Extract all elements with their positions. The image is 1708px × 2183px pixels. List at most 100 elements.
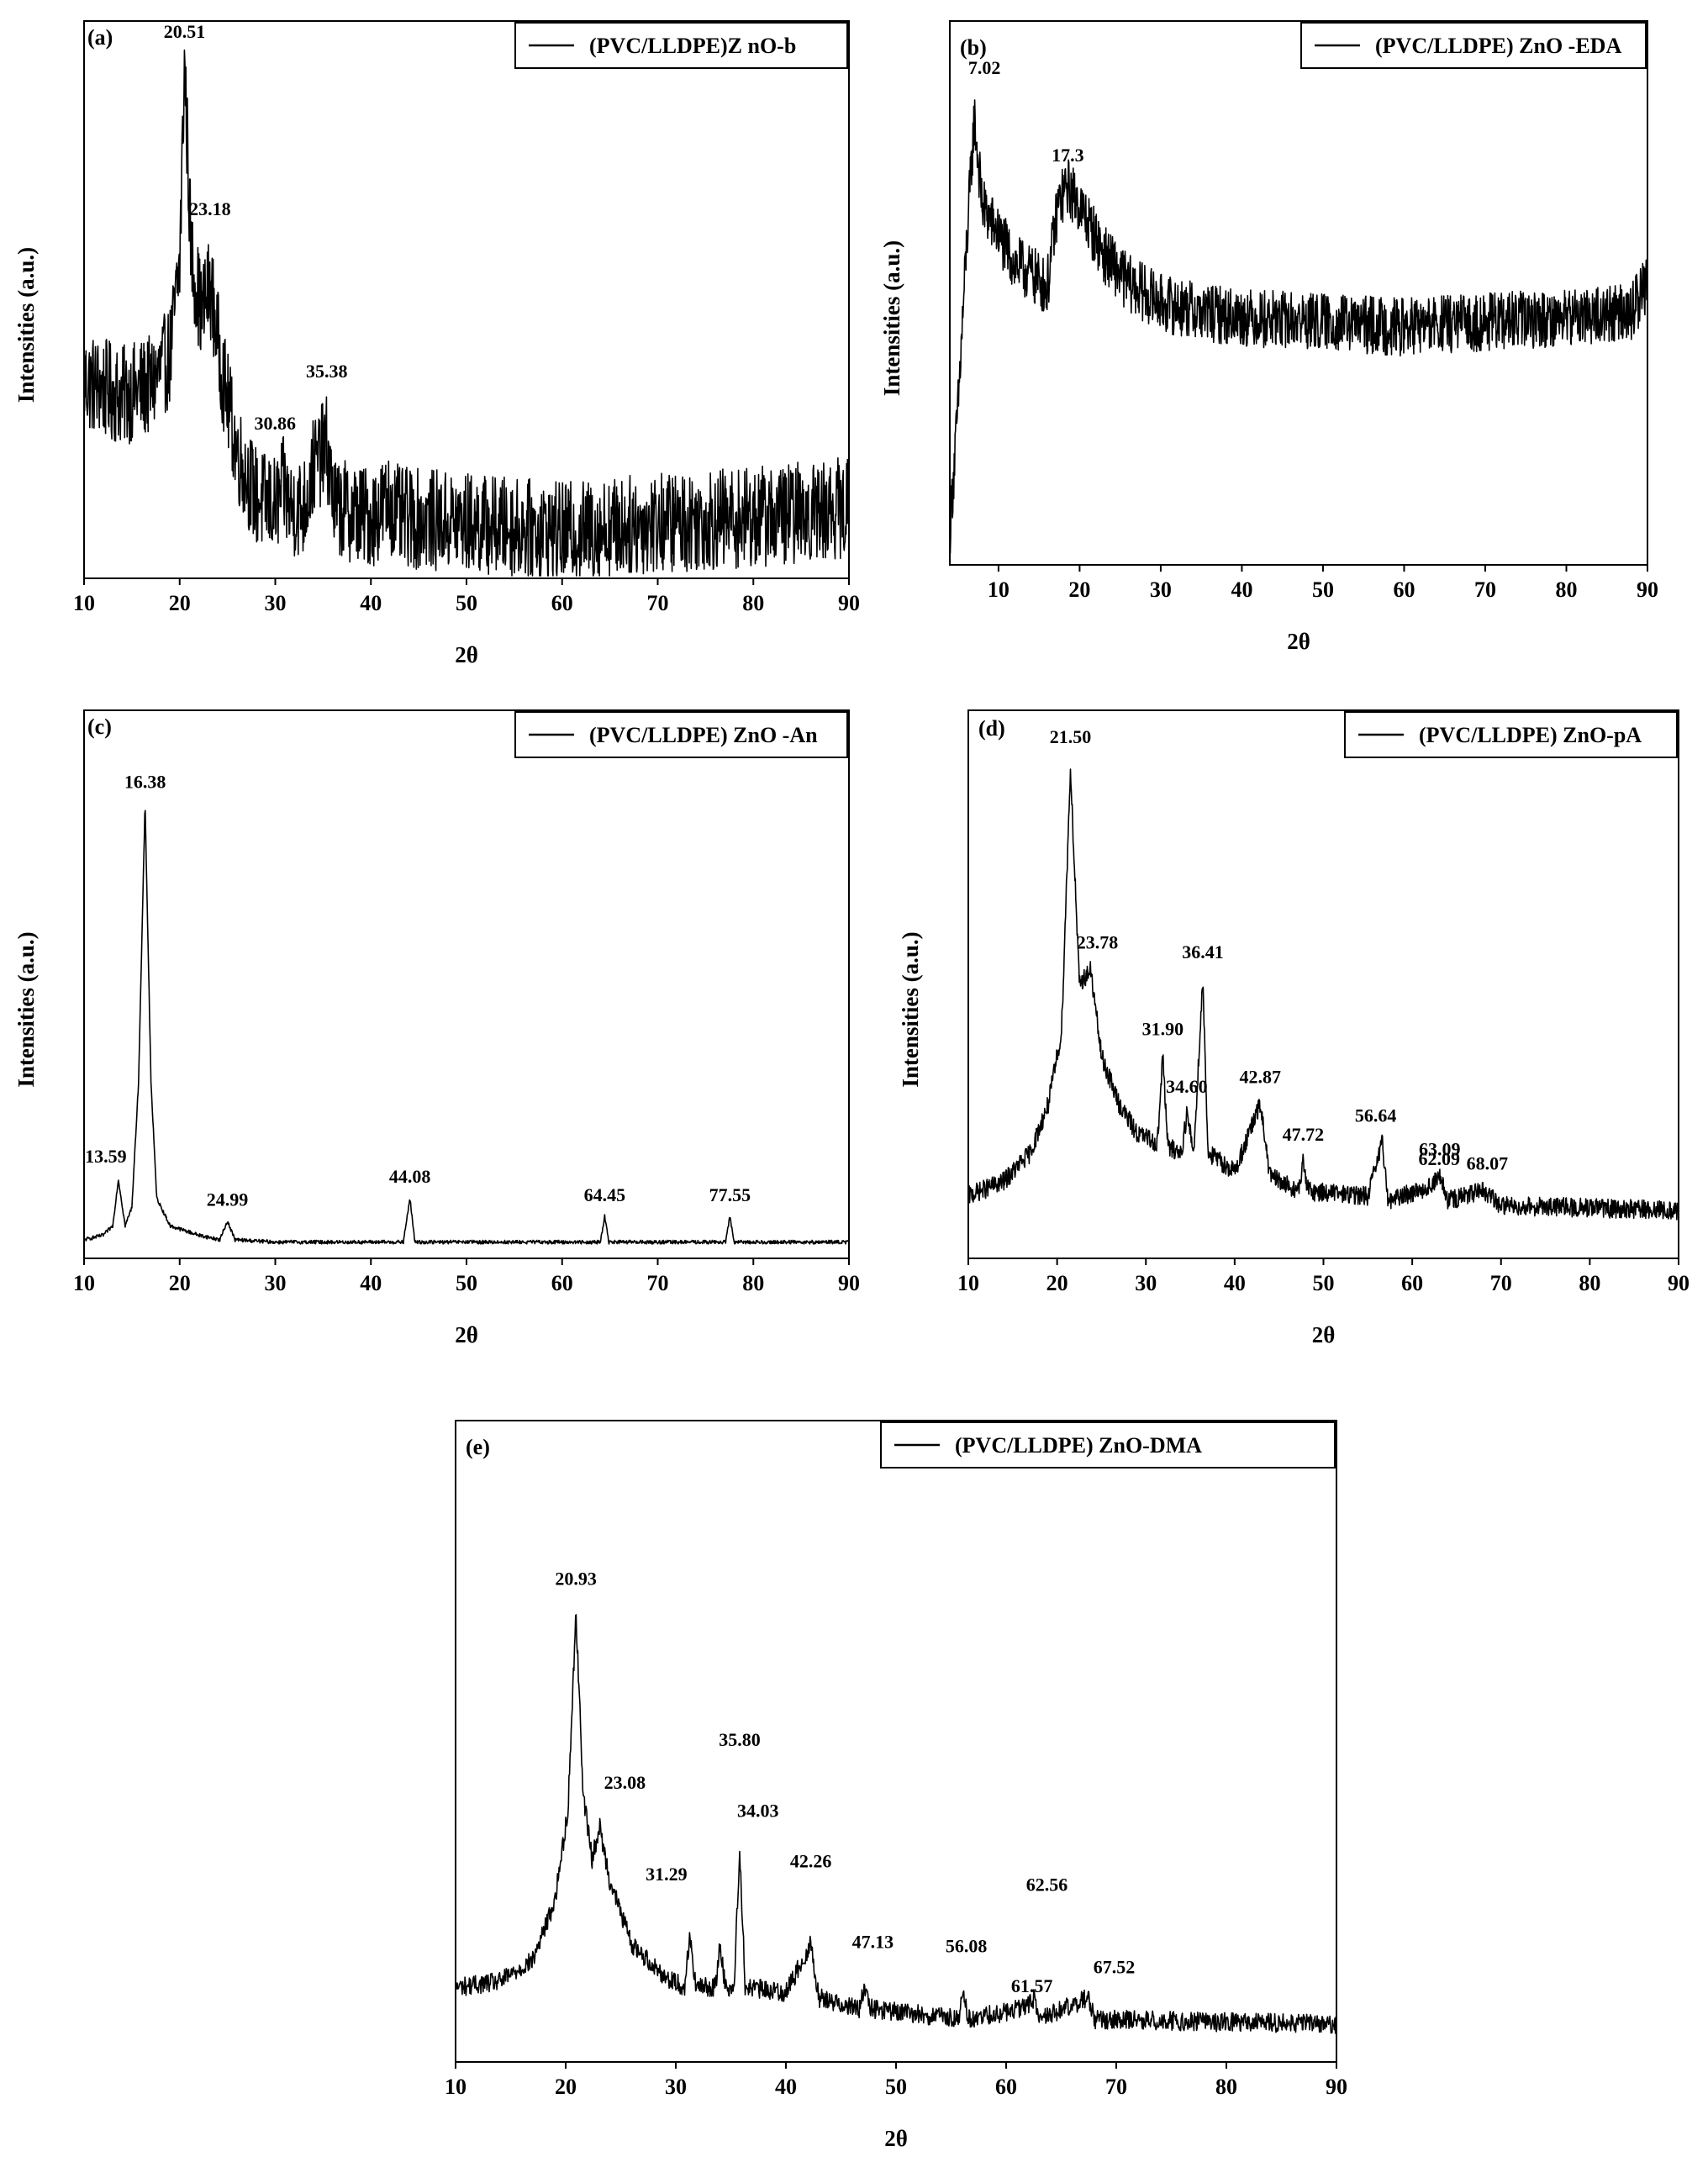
chart-panel-5: (e) 10 20 30 40 50 60 70 80 90 2θ (PVC/LLDPE) ZnO-D… xyxy=(445,1420,1347,2151)
x-tick-label: 90 xyxy=(1326,2075,1347,2099)
chart-panel-3: (c) 10 20 30 40 50 60 70 80 90 2θ Intensities (a.u.… xyxy=(13,709,860,1347)
peak-label: 77.55 xyxy=(709,1184,751,1205)
peak-label: 31.29 xyxy=(646,1864,688,1885)
x-tick-label: 20 xyxy=(555,2075,577,2099)
x-tick-label: 10 xyxy=(73,1271,95,1295)
x-tick-label: 10 xyxy=(957,1271,979,1295)
series-line xyxy=(949,99,1648,554)
x-tick-label: 20 xyxy=(169,591,191,615)
y-axis-title: Intensities (a.u.) xyxy=(879,240,904,396)
panel-tag: (d) xyxy=(978,716,1005,741)
legend-label: (PVC/LLDPE) ZnO-pA xyxy=(1419,723,1642,747)
peak-label: 56.64 xyxy=(1355,1105,1397,1126)
legend: (PVC/LLDPE) ZnO -An xyxy=(514,711,848,758)
legend-label: (PVC/LLDPE) ZnO -EDA xyxy=(1375,34,1621,58)
x-axis-title: 2θ xyxy=(1312,1322,1336,1347)
peak-label: 34.03 xyxy=(737,1801,779,1822)
peak-label: 24.99 xyxy=(207,1189,249,1210)
series-line xyxy=(83,809,850,1245)
panel-tag: (a) xyxy=(87,25,113,50)
x-tick-label: 10 xyxy=(988,577,1010,602)
x-tick-label: 90 xyxy=(1637,577,1658,602)
legend-label: (PVC/LLDPE) ZnO-DMA xyxy=(955,1433,1202,1458)
x-tick-label: 80 xyxy=(742,1271,764,1295)
peak-label: 68.07 xyxy=(1467,1152,1509,1173)
peak-label: 44.08 xyxy=(389,1166,431,1187)
x-tick-label: 30 xyxy=(1135,1271,1157,1295)
x-tick-label: 40 xyxy=(775,2075,797,2099)
x-tick-label: 50 xyxy=(456,591,477,615)
x-tick-label: 30 xyxy=(665,2075,687,2099)
peak-label: 17.3 xyxy=(1052,145,1084,166)
x-tick-label: 70 xyxy=(1474,577,1496,602)
x-tick-label: 90 xyxy=(838,1271,860,1295)
peak-label: 42.26 xyxy=(790,1851,832,1872)
legend-box xyxy=(880,1421,1336,1469)
panel-tag: (b) xyxy=(960,35,987,60)
panel-tag: (e) xyxy=(466,1435,490,1459)
peak-label: 23.78 xyxy=(1077,931,1119,952)
peak-label: 35.38 xyxy=(306,361,348,382)
x-tick-label: 70 xyxy=(1490,1271,1512,1295)
peak-label: 62.56 xyxy=(1026,1874,1068,1895)
x-tick-label: 40 xyxy=(1231,577,1252,602)
x-tick-label: 60 xyxy=(551,591,573,615)
x-axis-title: 2θ xyxy=(884,2126,908,2151)
x-tick-label: 80 xyxy=(1555,577,1577,602)
x-axis-title: 2θ xyxy=(455,642,478,667)
x-tick-label: 70 xyxy=(647,591,669,615)
legend: (PVC/LLDPE) ZnO -EDA xyxy=(1300,22,1647,69)
x-tick-label: 30 xyxy=(265,1271,287,1295)
series-line xyxy=(455,1614,1337,2034)
x-tick-label: 60 xyxy=(995,2075,1017,2099)
x-tick-label: 90 xyxy=(1668,1271,1690,1295)
peak-label: 23.18 xyxy=(189,198,231,219)
x-tick-label: 40 xyxy=(360,1271,382,1295)
x-tick-label: 80 xyxy=(742,591,764,615)
x-tick-label: 40 xyxy=(1224,1271,1246,1295)
legend: (PVC/LLDPE)Z nO-b xyxy=(514,22,848,69)
legend-label: (PVC/LLDPE)Z nO-b xyxy=(589,34,796,58)
chart-panel-2: (b) 10 20 30 40 50 60 70 80 90 2θ Intensities (a.u.… xyxy=(879,20,1658,654)
x-tick-label: 50 xyxy=(1313,1271,1335,1295)
peak-label: 23.08 xyxy=(604,1772,646,1793)
peak-label: 61.57 xyxy=(1011,1975,1053,1996)
peak-label: 56.08 xyxy=(946,1936,988,1957)
peak-label: 35.80 xyxy=(719,1729,761,1750)
y-axis-title: Intensities (a.u.) xyxy=(13,247,39,403)
peak-label: 34.60 xyxy=(1166,1076,1208,1097)
peak-label: 67.52 xyxy=(1094,1956,1136,1977)
legend: (PVC/LLDPE) ZnO-pA xyxy=(1344,711,1678,758)
series-line xyxy=(967,768,1679,1221)
y-axis-title: Intensities (a.u.) xyxy=(13,931,39,1087)
peak-label: 20.51 xyxy=(164,21,206,42)
peak-label: 30.86 xyxy=(255,413,297,434)
x-tick-label: 50 xyxy=(885,2075,907,2099)
peak-label: 21.50 xyxy=(1050,726,1092,747)
y-axis-title: Intensities (a.u.) xyxy=(898,931,923,1087)
x-tick-label: 80 xyxy=(1579,1271,1600,1295)
panel-tag: (c) xyxy=(87,714,112,739)
peak-label: 20.93 xyxy=(555,1568,597,1589)
peak-label: 62.09 xyxy=(1418,1148,1460,1169)
peak-label: 16.38 xyxy=(124,771,166,792)
x-tick-label: 60 xyxy=(1393,577,1415,602)
x-axis-title: 2θ xyxy=(1287,629,1310,654)
x-axis-title: 2θ xyxy=(455,1322,478,1347)
x-tick-label: 70 xyxy=(647,1271,669,1295)
peak-label: 42.87 xyxy=(1239,1067,1281,1088)
peak-label: 36.41 xyxy=(1182,941,1224,962)
x-tick-label: 70 xyxy=(1105,2075,1127,2099)
peak-label: 47.72 xyxy=(1283,1124,1325,1145)
peak-label: 31.90 xyxy=(1142,1018,1184,1039)
peak-label: 7.02 xyxy=(968,57,1001,78)
x-tick-label: 30 xyxy=(265,591,287,615)
x-tick-label: 20 xyxy=(1046,1271,1068,1295)
peak-label: 47.13 xyxy=(852,1932,894,1953)
series-line xyxy=(83,49,850,577)
x-tick-label: 20 xyxy=(1068,577,1090,602)
peak-label: 64.45 xyxy=(584,1184,626,1205)
legend: (PVC/LLDPE) ZnO-DMA xyxy=(880,1421,1336,1469)
peak-label: 63.09 xyxy=(1419,1138,1461,1159)
